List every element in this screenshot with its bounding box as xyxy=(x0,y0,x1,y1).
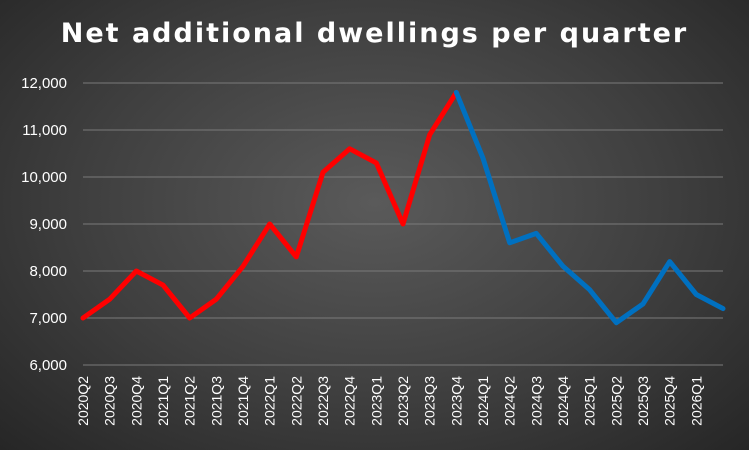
x-tick-label: 2023Q1 xyxy=(368,376,384,426)
x-tick-label: 2024Q3 xyxy=(528,376,544,426)
x-axis-ticks: 2020Q2 2020Q3 2020Q4 2021Q1 2021Q2 2021Q3 2021… xyxy=(75,376,704,426)
x-tick-label: 2026Q1 xyxy=(688,376,704,426)
x-tick-label: 2024Q1 xyxy=(475,376,491,426)
x-tick-label: 2022Q2 xyxy=(288,376,304,426)
x-tick-label: 2025Q4 xyxy=(662,376,678,426)
x-tick-label: 2021Q2 xyxy=(182,376,198,426)
series-lines xyxy=(80,89,726,326)
x-tick-label: 2023Q2 xyxy=(395,376,411,426)
x-tick-label: 2025Q3 xyxy=(635,376,651,426)
x-tick-label: 2021Q4 xyxy=(235,376,251,426)
x-tick-label: 2025Q2 xyxy=(608,376,624,426)
y-tick-label: 10,000 xyxy=(21,169,67,186)
x-tick-label: 2020Q3 xyxy=(102,376,118,426)
x-tick-label: 2023Q4 xyxy=(448,376,464,426)
x-tick-label: 2021Q1 xyxy=(155,376,171,426)
x-tick-label: 2022Q1 xyxy=(262,376,278,426)
series-line-2 xyxy=(453,89,726,326)
x-tick-label: 2020Q2 xyxy=(75,376,91,426)
x-tick-label: 2023Q3 xyxy=(422,376,438,426)
x-tick-label: 2022Q4 xyxy=(342,376,358,426)
y-axis-ticks: 6,000 7,000 8,000 9,000 10,000 11,000 12,000 xyxy=(21,75,67,374)
chart-title: Net additional dwellings per quarter xyxy=(60,18,689,49)
y-tick-label: 9,000 xyxy=(29,216,67,233)
x-tick-label: 2020Q4 xyxy=(128,376,144,426)
y-tick-label: 7,000 xyxy=(29,310,67,327)
y-tick-label: 8,000 xyxy=(29,263,67,280)
x-tick-label: 2024Q2 xyxy=(502,376,518,426)
x-tick-label: 2021Q3 xyxy=(208,376,224,426)
y-tick-label: 11,000 xyxy=(22,122,67,139)
x-tick-label: 2024Q4 xyxy=(555,376,571,426)
series-line-1 xyxy=(80,89,459,321)
x-tick-label: 2022Q3 xyxy=(315,376,331,426)
y-tick-label: 6,000 xyxy=(29,357,67,374)
y-tick-label: 12,000 xyxy=(21,75,67,92)
x-tick-label: 2025Q1 xyxy=(582,376,598,426)
